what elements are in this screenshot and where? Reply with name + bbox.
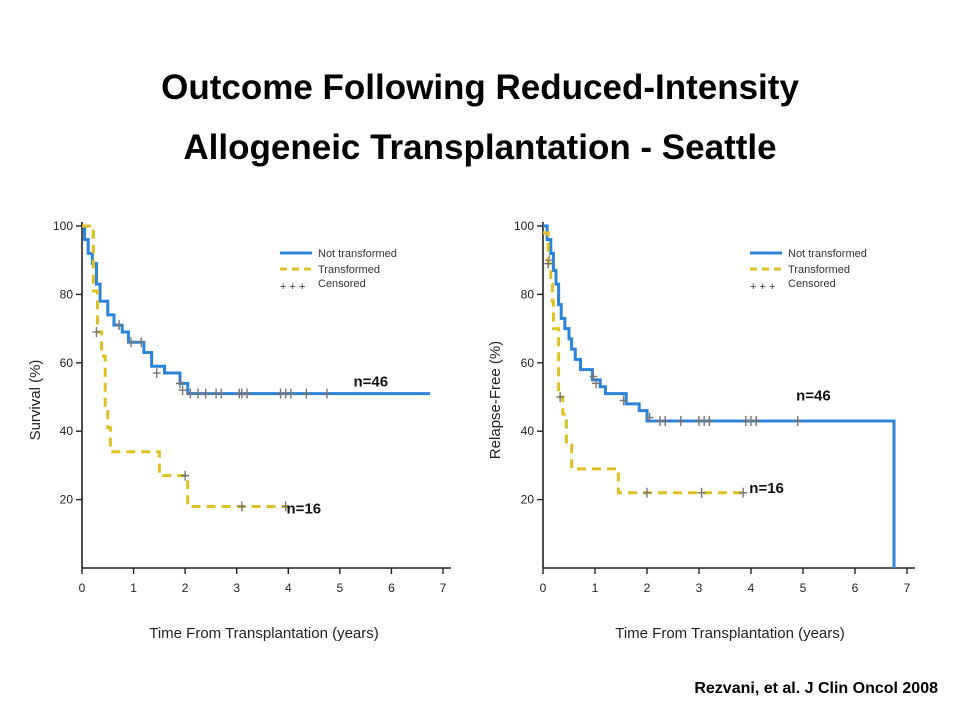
chart-0-legend-label-transformed: Transformed — [318, 264, 380, 276]
chart-0-censor-mark — [302, 388, 311, 399]
chart-0-x-tick-label: 3 — [233, 581, 240, 595]
chart-1-legend-label-censored: Censored — [788, 278, 836, 290]
chart-1-censor-mark — [739, 487, 748, 498]
chart-1-censor-mark — [752, 415, 761, 426]
chart-1-legend-censor-symbol: + + + — [750, 281, 775, 293]
chart-1-censor-mark — [661, 415, 670, 426]
chart-0-censor-mark — [92, 327, 101, 338]
chart-1-x-tick-label: 2 — [644, 581, 651, 595]
chart-1-legend-label-transformed: Transformed — [788, 264, 850, 276]
chart-0-legend-label-not-transformed: Not transformed — [318, 248, 397, 260]
chart-1-y-tick-label: 80 — [521, 287, 535, 301]
chart-1-annotation: n=46 — [796, 387, 831, 404]
chart-0-x-tick-label: 0 — [79, 581, 86, 595]
chart-1-y-tick-label: 60 — [521, 356, 535, 370]
chart-0-y-tick-label: 80 — [60, 287, 74, 301]
chart-1-x-tick-label: 6 — [852, 581, 859, 595]
chart-1-censor-mark — [556, 392, 565, 402]
chart-0-y-tick-label: 40 — [60, 424, 74, 438]
chart-1-x-axis-label: Time From Transplantation (years) — [615, 625, 845, 642]
chart-1-x-tick-label: 5 — [800, 581, 807, 595]
chart-1-censor-mark — [793, 415, 802, 426]
chart-0-censor-mark — [322, 388, 331, 399]
chart-0-legend-censor-symbol: + + + — [280, 281, 305, 293]
chart-0-legend-label-censored: Censored — [318, 278, 366, 290]
chart-1-series-transformed — [543, 231, 746, 495]
chart-0-censor-mark — [281, 501, 290, 512]
chart-0-censor-mark — [217, 388, 226, 399]
chart-0-censor-mark — [137, 337, 146, 348]
chart-1-censor-mark — [643, 487, 651, 498]
chart-0-annotation: n=16 — [286, 500, 321, 517]
chart-0-x-tick-label: 2 — [182, 581, 189, 595]
chart-0-censor-mark — [243, 388, 252, 399]
chart-1-x-tick-label: 0 — [540, 581, 547, 595]
chart-1-series-not-transformed — [543, 224, 896, 568]
chart-1-censor-mark — [592, 378, 601, 389]
chart-0-annotation: n=46 — [353, 374, 388, 391]
slide-title-line-1: Outcome Following Reduced-Intensity — [161, 68, 799, 107]
chart-1-censor-mark — [676, 415, 685, 426]
chart-0-censor-mark — [126, 337, 135, 348]
chart-0-censor-mark — [286, 388, 295, 399]
chart-1-x-tick-label: 4 — [748, 581, 755, 595]
chart-1-y-tick-label: 100 — [514, 219, 534, 233]
chart-1-x-tick-label: 1 — [592, 581, 599, 595]
chart-0-censor-mark — [194, 388, 203, 399]
chart-0-series-transformed — [82, 224, 289, 508]
survival-chart: 20 40 60 80 100 0 1 2 3 4 5 6 7 Survival (%) Time From… — [27, 219, 451, 642]
chart-1-censor-mark — [589, 371, 598, 382]
relapse-free-chart: 20 40 60 80 100 0 1 2 3 4 5 6 7 Relapse-Free (%) Time … — [487, 219, 915, 642]
chart-1-legend-label-not-transformed: Not transformed — [788, 248, 867, 260]
chart-0-x-tick-label: 1 — [130, 581, 137, 595]
chart-1-y-tick-label: 20 — [521, 493, 535, 507]
chart-0-y-tick-label: 60 — [60, 356, 74, 370]
chart-1-censor-mark — [645, 412, 654, 423]
chart-0-x-tick-label: 5 — [337, 581, 344, 595]
chart-0-y-tick-label: 100 — [53, 219, 73, 233]
chart-1-x-tick-label: 3 — [696, 581, 703, 595]
chart-0-censor-mark — [201, 388, 210, 399]
chart-0-censor-mark — [175, 378, 184, 389]
chart-0-x-tick-label: 4 — [285, 581, 292, 595]
chart-0-x-axis-label: Time From Transplantation (years) — [149, 625, 379, 642]
chart-0-censor-mark — [186, 388, 195, 399]
chart-0-censor-mark — [178, 385, 187, 396]
chart-1-y-tick-label: 40 — [521, 424, 535, 438]
chart-0-x-tick-label: 7 — [440, 581, 447, 595]
chart-0-x-tick-label: 6 — [388, 581, 395, 595]
chart-1-y-axis-label: Relapse-Free (%) — [487, 341, 504, 459]
chart-1-censor-mark — [697, 487, 706, 498]
chart-0-censor-mark — [237, 501, 246, 512]
chart-0-censor-mark — [152, 368, 161, 379]
chart-1-censor-mark — [544, 258, 553, 269]
slide-title-line-2: Allogeneic Transplantation - Seattle — [183, 128, 777, 167]
citation: Rezvani, et al. J Clin Oncol 2008 — [694, 680, 938, 697]
chart-0-censor-mark — [181, 470, 190, 481]
chart-1-x-tick-label: 7 — [904, 581, 911, 595]
chart-0-censor-mark — [115, 320, 124, 331]
chart-0-y-axis-label: Survival (%) — [27, 360, 44, 441]
chart-1-censor-mark — [619, 395, 628, 406]
slide-title: Outcome Following Reduced-Intensity Allo… — [0, 58, 960, 178]
chart-0-y-tick-label: 20 — [60, 493, 74, 507]
chart-1-censor-mark — [705, 415, 714, 426]
chart-1-annotation: n=16 — [749, 480, 784, 497]
